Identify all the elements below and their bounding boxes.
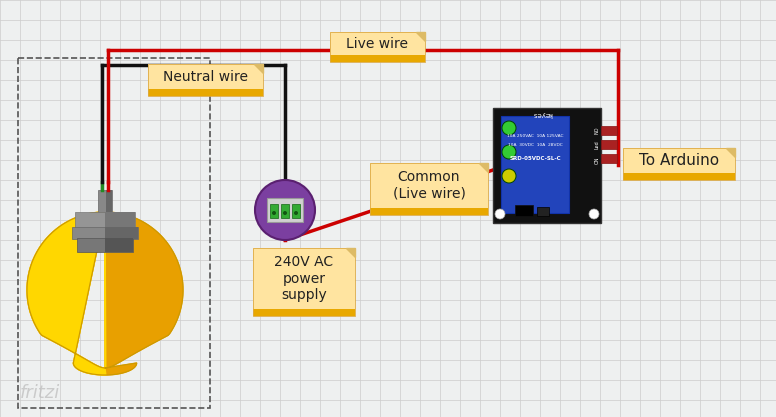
Text: Common
(Live wire): Common (Live wire) <box>393 171 466 201</box>
Text: 240V AC
power
supply: 240V AC power supply <box>275 255 334 302</box>
Bar <box>601 154 617 163</box>
Text: 10A 250VAC  10A 125VAC: 10A 250VAC 10A 125VAC <box>507 134 563 138</box>
Text: Neutral wire: Neutral wire <box>163 70 248 83</box>
Bar <box>623 148 735 180</box>
Polygon shape <box>416 32 425 41</box>
Bar <box>330 55 425 62</box>
Circle shape <box>502 121 516 135</box>
Circle shape <box>502 145 516 159</box>
Bar <box>292 204 300 218</box>
Circle shape <box>502 169 516 183</box>
Circle shape <box>283 211 287 215</box>
Circle shape <box>255 180 315 240</box>
Bar <box>77 238 133 252</box>
Bar <box>370 208 488 215</box>
Bar <box>148 64 263 96</box>
Polygon shape <box>27 212 183 375</box>
Bar <box>270 204 278 218</box>
Text: NO: NO <box>594 126 600 134</box>
Circle shape <box>272 211 276 215</box>
Polygon shape <box>726 148 735 157</box>
Circle shape <box>495 209 505 219</box>
Circle shape <box>589 209 599 219</box>
Text: To Arduino: To Arduino <box>639 153 719 168</box>
Bar <box>281 204 289 218</box>
Bar <box>253 309 355 316</box>
Bar <box>105 227 138 239</box>
Text: SRD-05VDC-SL-C: SRD-05VDC-SL-C <box>509 156 561 161</box>
Bar <box>493 108 601 223</box>
Bar <box>601 126 617 135</box>
Bar <box>72 227 138 239</box>
Bar <box>501 116 569 213</box>
Bar <box>623 173 735 180</box>
Bar <box>370 163 488 215</box>
Bar <box>75 212 135 228</box>
Polygon shape <box>27 212 106 375</box>
Text: Live wire: Live wire <box>347 37 408 50</box>
Polygon shape <box>254 64 263 73</box>
Text: fritzi: fritzi <box>20 384 61 402</box>
Circle shape <box>294 211 298 215</box>
Bar <box>537 207 549 216</box>
Bar <box>253 248 355 316</box>
Bar <box>330 32 425 62</box>
Bar <box>267 198 303 222</box>
Polygon shape <box>479 163 488 172</box>
Text: ON: ON <box>594 156 600 164</box>
Text: keyes: keyes <box>532 111 552 117</box>
Bar <box>105 212 135 228</box>
Bar <box>253 248 355 316</box>
Bar <box>18 58 210 408</box>
Bar <box>623 148 735 180</box>
Bar <box>601 140 617 149</box>
Bar <box>148 64 263 96</box>
Bar <box>106 190 112 212</box>
Bar <box>98 190 112 212</box>
Bar <box>515 205 533 216</box>
Text: Led: Led <box>594 141 600 149</box>
Bar <box>330 32 425 62</box>
Bar <box>370 163 488 215</box>
Polygon shape <box>346 248 355 257</box>
Text: 10A  30VDC  10A  28VDC: 10A 30VDC 10A 28VDC <box>508 143 563 147</box>
Bar <box>105 238 133 252</box>
Bar <box>148 89 263 96</box>
